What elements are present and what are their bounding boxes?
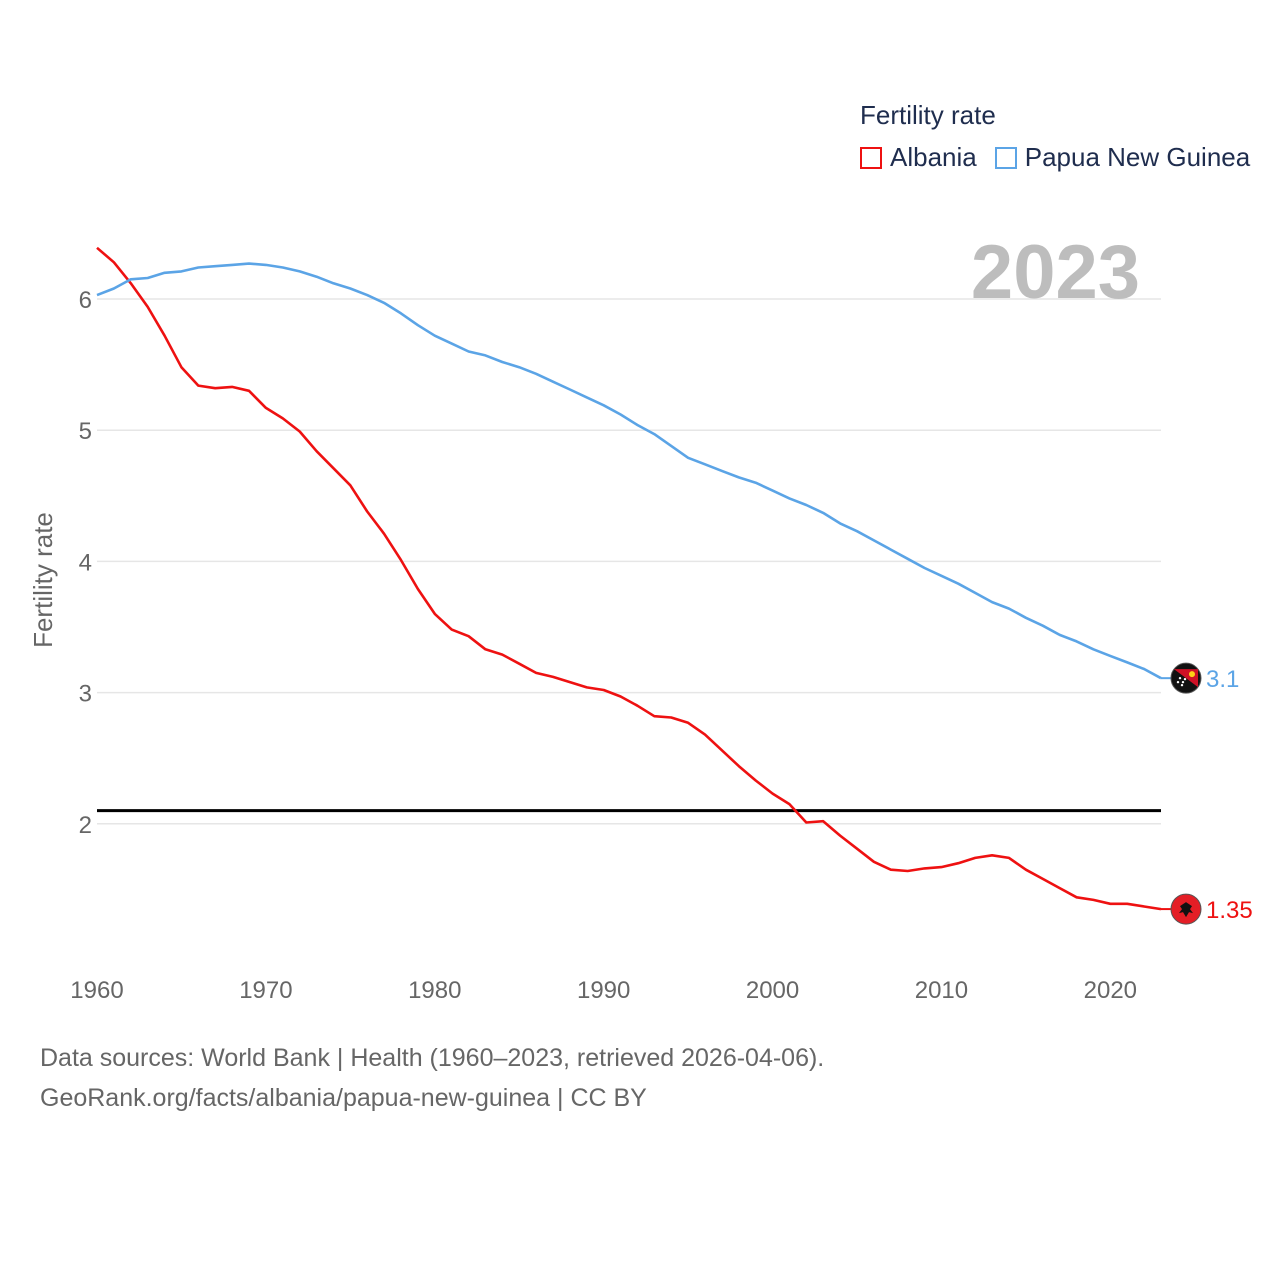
png-star-icon-0 — [1178, 676, 1182, 680]
legend-label-papua-new-guinea: Papua New Guinea — [1024, 142, 1251, 172]
legend: Albania Papua New Guinea — [860, 142, 1268, 173]
series-line-papua-new-guinea — [96, 262, 1162, 680]
x-tick-2000: 2000 — [746, 977, 799, 1004]
legend-item-papua-new-guinea[interactable]: Papua New Guinea — [994, 142, 1251, 173]
x-tick-1990: 1990 — [577, 977, 630, 1004]
albania-swatch — [860, 146, 882, 169]
y-tick-labels: 2 3 4 5 6 — [79, 287, 92, 839]
png-star-icon-1 — [1181, 680, 1185, 684]
x-tick-2020: 2020 — [1084, 977, 1137, 1004]
x-tick-1970: 1970 — [239, 977, 292, 1004]
series-line-albania — [96, 246, 1162, 911]
gridlines — [97, 298, 1161, 825]
png-star-icon-3 — [1180, 683, 1184, 687]
series-lines — [96, 246, 1162, 911]
legend-title: Fertility rate — [860, 100, 996, 130]
y-tick-6: 6 — [79, 287, 92, 314]
end-label-albania: 1.35 — [1206, 897, 1253, 924]
x-tick-1960: 1960 — [70, 977, 123, 1004]
x-tick-1980: 1980 — [408, 977, 461, 1004]
albania-eagle-icon — [1179, 902, 1193, 918]
y-axis-label: Fertility rate — [28, 512, 58, 648]
png-star-icon-4 — [1183, 677, 1187, 681]
end-label-papua-new-guinea: 3.1 — [1206, 666, 1239, 693]
png-star-icon-2 — [1176, 680, 1180, 684]
legend-item-albania[interactable]: Albania — [860, 142, 977, 173]
y-tick-2: 2 — [79, 812, 92, 839]
end-markers: 1.35 3.1 — [1161, 662, 1253, 925]
source-line: Data sources: World Bank | Health (1960–… — [40, 1044, 825, 1072]
legend-label-albania: Albania — [890, 142, 977, 172]
y-tick-3: 3 — [79, 681, 92, 708]
y-tick-4: 4 — [79, 549, 92, 576]
source-link[interactable]: GeoRank.org/facts/albania/papua-new-guin… — [40, 1084, 647, 1112]
y-tick-5: 5 — [79, 418, 92, 445]
year-watermark: 2023 — [971, 230, 1140, 315]
x-tick-labels: 1960 1970 1980 1990 2000 2010 2020 — [70, 977, 1137, 1004]
png-swatch — [994, 146, 1017, 169]
x-tick-2010: 2010 — [915, 977, 968, 1004]
png-bird-icon — [1189, 671, 1195, 678]
